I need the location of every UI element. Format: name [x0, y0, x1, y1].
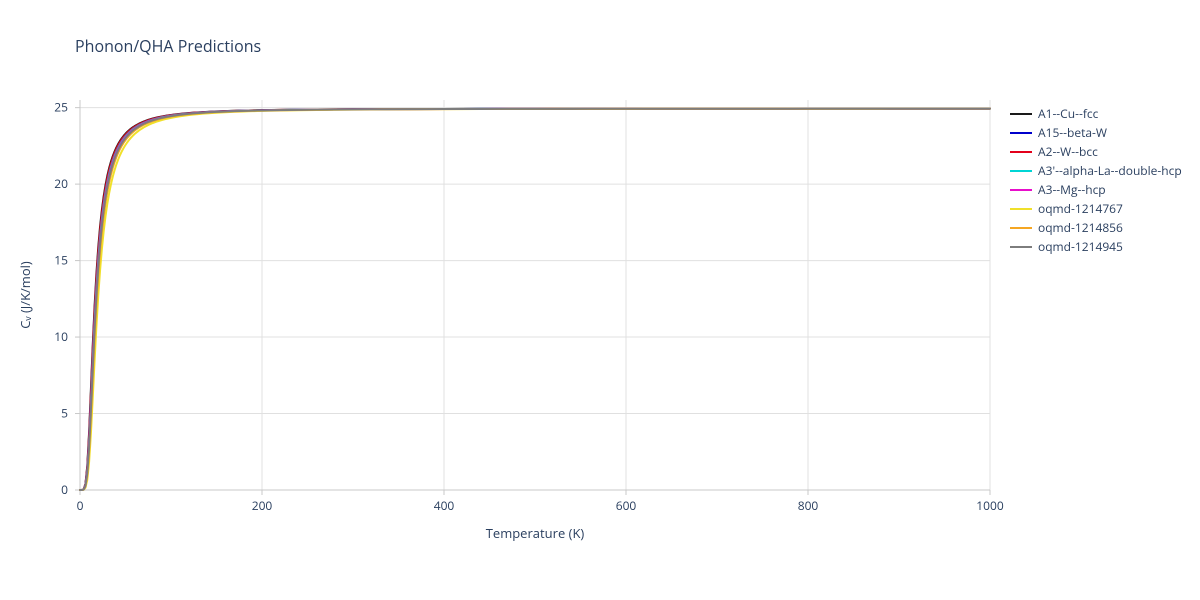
- x-tick-label: 200: [252, 497, 273, 514]
- legend-swatch: [1010, 208, 1032, 210]
- legend-swatch: [1010, 170, 1032, 172]
- series-line[interactable]: [80, 109, 990, 490]
- y-tick-label: 5: [61, 405, 68, 422]
- legend-label: A3'--alpha-La--double-hcp: [1038, 162, 1182, 179]
- legend-label: A1--Cu--fcc: [1038, 105, 1098, 122]
- y-tick-label: 25: [54, 99, 68, 116]
- legend-label: oqmd-1214945: [1038, 238, 1123, 255]
- axes: [75, 100, 990, 495]
- tick-labels: 0 200 400 600 800 1000 0 5 10 15 20 25: [54, 99, 1004, 514]
- legend-item[interactable]: oqmd-1214856: [1010, 218, 1182, 237]
- series-group: [80, 109, 990, 490]
- legend[interactable]: A1--Cu--fcc A15--beta-W A2--W--bcc A3'--alp…: [1010, 104, 1182, 256]
- x-tick-label: 800: [798, 497, 819, 514]
- chart-container: { "chart": { "type": "line", "title": "P…: [0, 0, 1200, 600]
- legend-item[interactable]: A2--W--bcc: [1010, 142, 1182, 161]
- legend-item[interactable]: oqmd-1214767: [1010, 199, 1182, 218]
- legend-swatch: [1010, 246, 1032, 248]
- series-line[interactable]: [80, 109, 990, 490]
- legend-label: A3--Mg--hcp: [1038, 181, 1106, 198]
- y-tick-label: 15: [54, 252, 68, 269]
- legend-label: oqmd-1214856: [1038, 219, 1123, 236]
- y-axis-label: Cᵥ (J/K/mol): [16, 261, 34, 329]
- legend-item[interactable]: oqmd-1214945: [1010, 237, 1182, 256]
- series-line[interactable]: [80, 109, 990, 490]
- legend-swatch: [1010, 227, 1032, 229]
- y-tick-label: 10: [54, 328, 68, 345]
- legend-item[interactable]: A3--Mg--hcp: [1010, 180, 1182, 199]
- legend-label: oqmd-1214767: [1038, 200, 1123, 217]
- legend-swatch: [1010, 132, 1032, 134]
- series-line[interactable]: [80, 109, 990, 490]
- x-axis-label: Temperature (K): [486, 524, 585, 542]
- series-line[interactable]: [80, 109, 990, 490]
- x-tick-label: 400: [434, 497, 455, 514]
- legend-item[interactable]: A3'--alpha-La--double-hcp: [1010, 161, 1182, 180]
- legend-swatch: [1010, 151, 1032, 153]
- series-line[interactable]: [80, 109, 990, 490]
- legend-label: A2--W--bcc: [1038, 143, 1098, 160]
- y-tick-label: 0: [61, 481, 68, 498]
- grid: [80, 100, 990, 490]
- legend-label: A15--beta-W: [1038, 124, 1107, 141]
- legend-item[interactable]: A15--beta-W: [1010, 123, 1182, 142]
- y-tick-label: 20: [54, 175, 68, 192]
- series-line[interactable]: [80, 109, 990, 490]
- x-tick-label: 1000: [976, 497, 1004, 514]
- legend-item[interactable]: A1--Cu--fcc: [1010, 104, 1182, 123]
- x-tick-label: 0: [77, 497, 84, 514]
- legend-swatch: [1010, 189, 1032, 191]
- legend-swatch: [1010, 113, 1032, 115]
- series-line[interactable]: [80, 109, 990, 490]
- plot-svg: 0 200 400 600 800 1000 0 5 10 15 20 25 Temperature …: [0, 0, 1200, 600]
- x-tick-label: 600: [616, 497, 637, 514]
